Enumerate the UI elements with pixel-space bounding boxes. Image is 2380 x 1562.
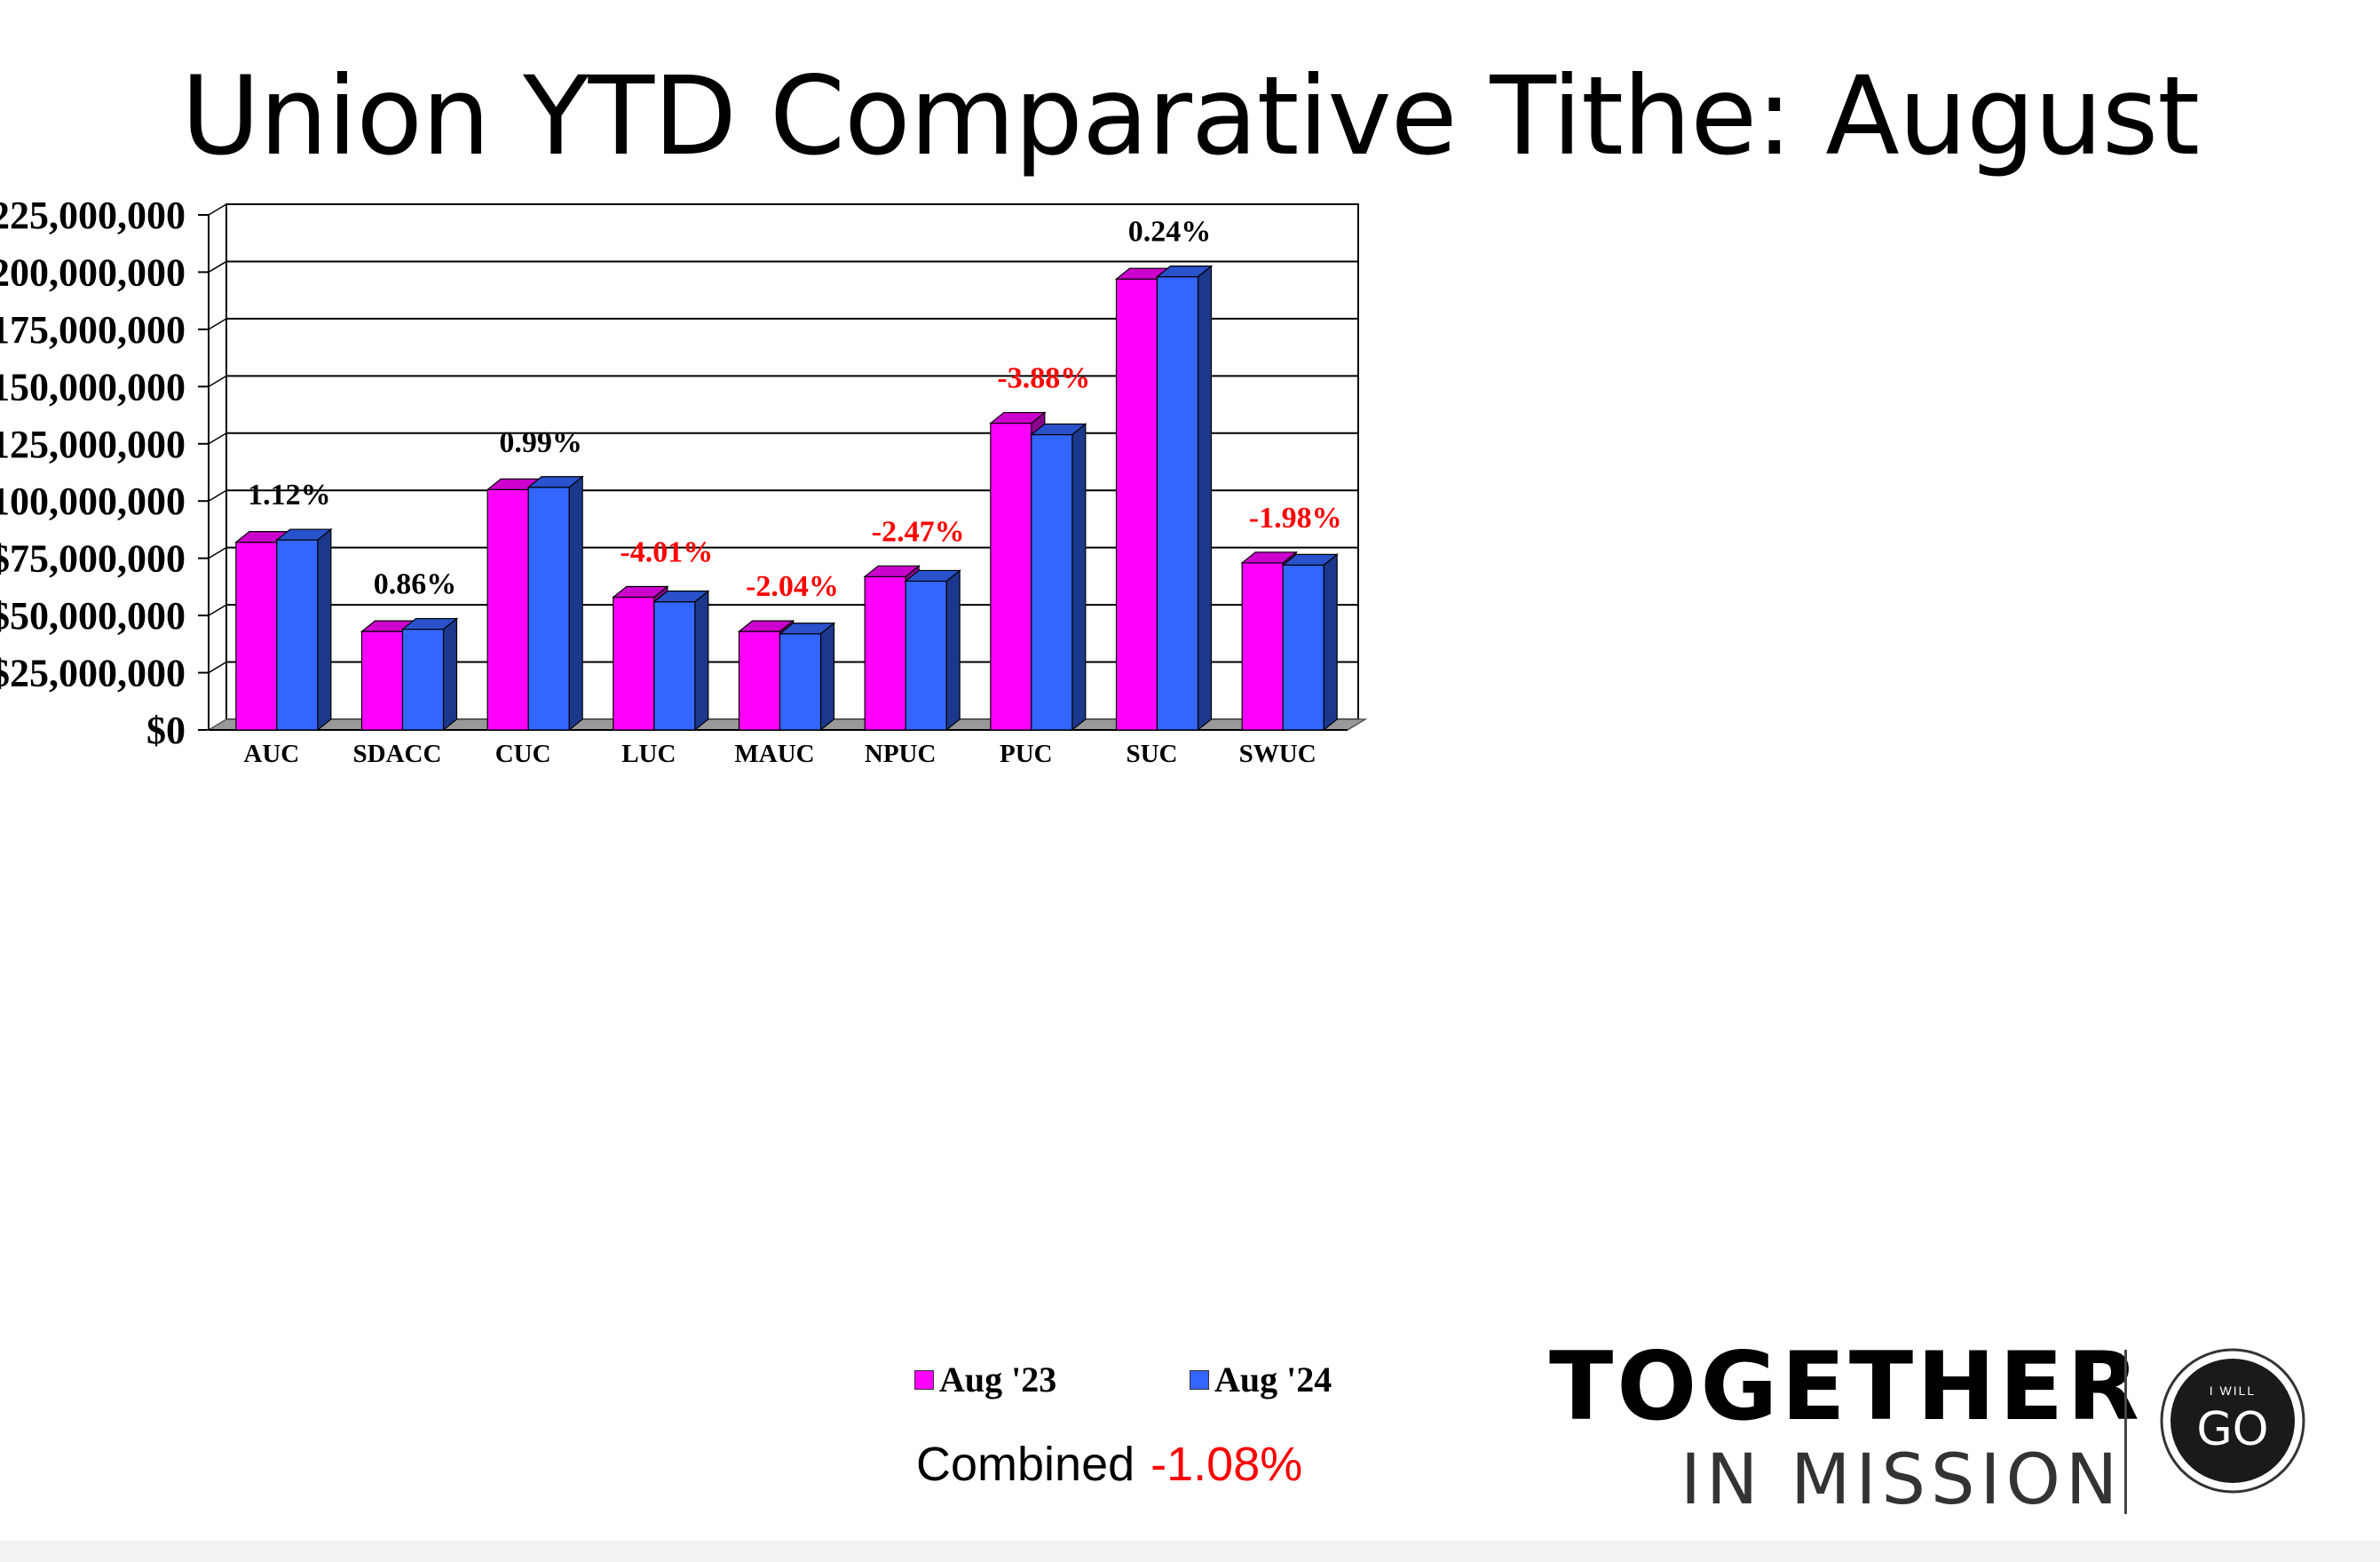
logo-divider (2124, 1350, 2127, 1514)
combined-label: Combined (916, 1438, 1135, 1491)
y-tick-label: $50,000,000 (0, 594, 186, 638)
logo-together: TOGETHER (1549, 1332, 2143, 1441)
category-label: SUC (1126, 740, 1177, 768)
tithe-bar-chart: $0 $25,000,000 $50,000,000 $75,000,000 $100,… (0, 194, 1368, 768)
combined-value: -1.08% (1150, 1438, 1303, 1491)
bar-side (568, 475, 583, 732)
gridline-side (208, 203, 227, 216)
category-label: MAUC (734, 740, 814, 768)
bar-swuc-aug24 (1282, 564, 1324, 731)
bar-cuc-aug24 (527, 487, 570, 731)
bar-top (612, 585, 669, 599)
bar-npuc-aug23 (864, 575, 906, 731)
badge-main-text: GO (2196, 1403, 2268, 1456)
y-tick-label: $75,000,000 (0, 537, 186, 581)
category-label: PUC (1000, 740, 1053, 768)
bar-side (819, 622, 835, 732)
percent-change-label: 0.99% (499, 426, 582, 459)
category-label: SWUC (1239, 740, 1317, 768)
bar-suc-aug23 (1115, 278, 1158, 731)
y-tick-label: $150,000,000 (0, 365, 186, 408)
bar-mauc-aug24 (779, 633, 822, 731)
bar-npuc-aug24 (905, 580, 947, 731)
bar-top (863, 565, 921, 577)
bar-sdacc-aug24 (401, 628, 445, 731)
bar-luc-aug24 (653, 601, 696, 731)
percent-change-label: 1.12% (248, 479, 331, 511)
bar-swuc-aug23 (1241, 562, 1284, 731)
bar-top (904, 569, 961, 583)
category-label: AUC (243, 740, 299, 768)
bar-top (275, 528, 333, 541)
bar-side (442, 617, 458, 732)
gridline-side (208, 375, 227, 387)
bar-puc-aug23 (990, 422, 1032, 731)
gridline-side (208, 260, 227, 274)
bar-side (1071, 423, 1087, 732)
bar-auc-aug24 (276, 539, 319, 731)
category-label: NPUC (865, 740, 937, 768)
percent-change-label: 0.86% (374, 568, 457, 601)
bar-top (989, 411, 1047, 424)
y-tick-label: $175,000,000 (0, 308, 186, 352)
bar-top (778, 622, 836, 635)
percent-change-label: -2.47% (872, 515, 965, 548)
percent-change-label: -1.98% (1249, 502, 1342, 535)
legend-label-aug23: Aug '23 (939, 1360, 1057, 1399)
badge-top-text: I WILL (2210, 1384, 2256, 1398)
y-tick-label: $125,000,000 (0, 423, 186, 466)
legend-swatch-aug23 (914, 1369, 934, 1390)
bar-side (1323, 553, 1338, 732)
bar-luc-aug23 (613, 596, 655, 731)
legend-swatch-aug24 (1190, 1369, 1209, 1390)
bar-top (1281, 553, 1339, 567)
bar-side (945, 569, 961, 732)
category-label: SDACC (353, 740, 442, 768)
bar-top (1155, 266, 1214, 278)
gridline-side (208, 547, 227, 559)
bar-auc-aug23 (235, 542, 278, 731)
slide-title: Union YTD Comparative Tithe: August (180, 53, 2200, 179)
y-tick-label: $100,000,000 (0, 480, 186, 523)
bar-top (652, 591, 710, 603)
legend-item-aug23: Aug '23 (914, 1359, 1056, 1400)
i-will-go-badge: I WILL GO (2160, 1348, 2305, 1494)
legend-label-aug24: Aug '24 (1214, 1360, 1332, 1399)
bar-side (317, 527, 332, 732)
category-label: LUC (621, 740, 676, 768)
y-tick-label: $0 (146, 709, 186, 752)
bar-top (1030, 423, 1087, 436)
bar-puc-aug24 (1031, 433, 1073, 731)
y-tick-label: $200,000,000 (0, 250, 186, 294)
y-tick-label: $225,000,000 (0, 194, 186, 237)
bottom-strip (0, 1541, 2380, 1562)
bar-side (694, 590, 709, 732)
percent-change-label: -3.88% (997, 362, 1090, 395)
category-label: CUC (495, 740, 551, 768)
bar-top (1240, 551, 1298, 564)
percent-change-label: -2.04% (746, 570, 839, 603)
gridline-side (208, 432, 227, 445)
combined-change: Combined -1.08% (916, 1437, 1302, 1492)
gridline-side (208, 661, 227, 674)
percent-change-label: 0.24% (1128, 216, 1212, 249)
gridline-side (208, 604, 227, 616)
gridline-side (208, 489, 227, 502)
bar-top (526, 476, 584, 488)
bar-suc-aug24 (1156, 276, 1199, 731)
bar-top (400, 617, 459, 630)
legend-item-aug24: Aug '24 (1190, 1359, 1332, 1400)
bar-side (1197, 265, 1213, 732)
y-tick-label: $25,000,000 (0, 652, 186, 695)
percent-change-label: -4.01% (620, 535, 713, 568)
logo-in-mission: IN MISSION (1680, 1440, 2123, 1520)
gridline-side (208, 318, 227, 330)
bar-top (737, 620, 795, 632)
bar-cuc-aug23 (486, 488, 529, 731)
bar-mauc-aug23 (738, 630, 781, 731)
bar-sdacc-aug23 (360, 630, 404, 731)
